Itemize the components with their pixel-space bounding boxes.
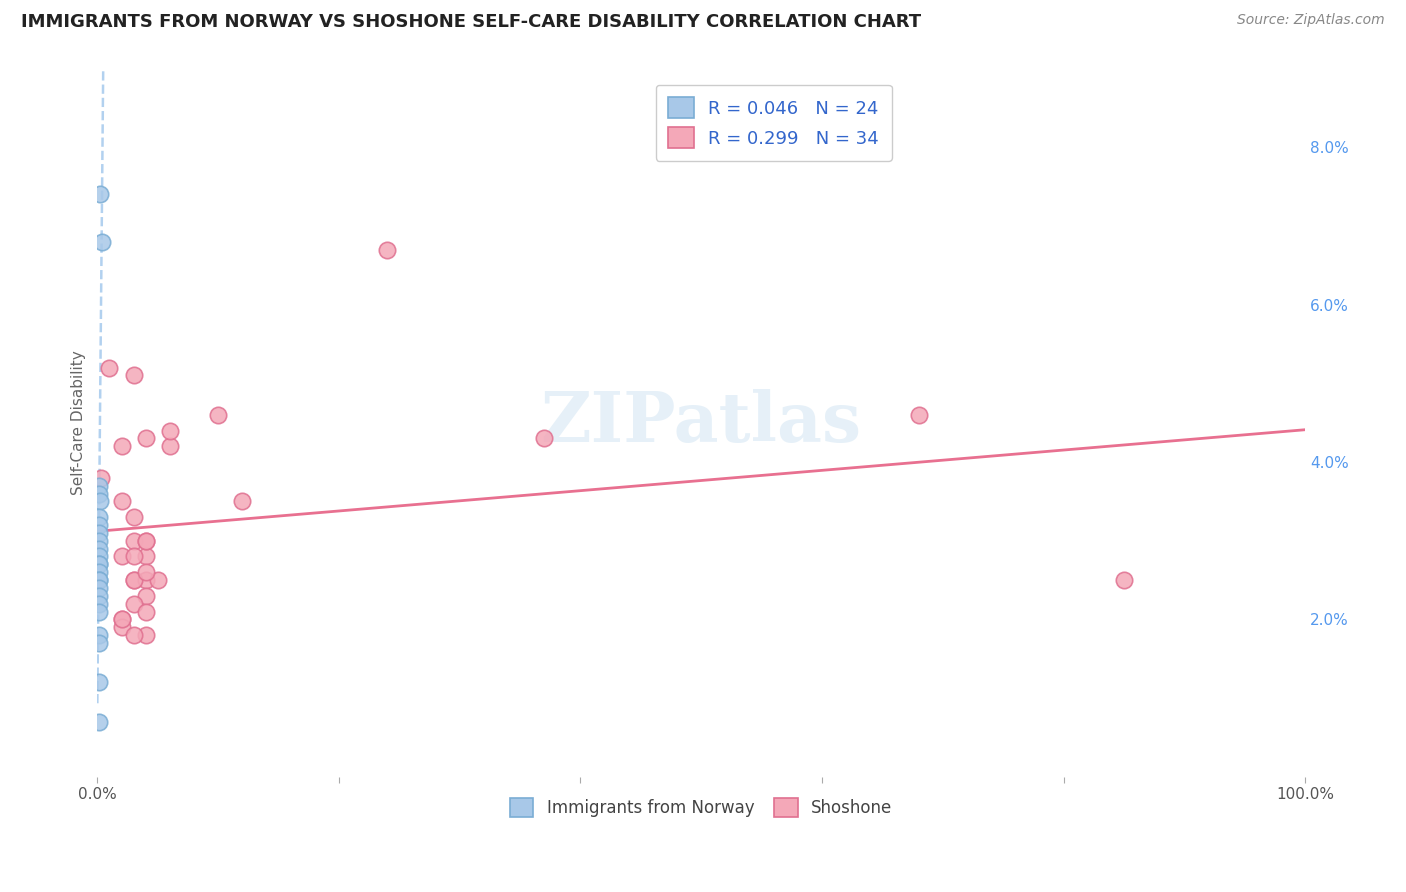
Point (87, 549, 110, 564)
Point (110, 620, 132, 634)
Point (87, 581, 110, 595)
Point (87, 573, 110, 587)
Y-axis label: Self-Care Disability: Self-Care Disability (72, 351, 86, 495)
Point (122, 573, 145, 587)
Point (87, 541, 110, 556)
Point (110, 612, 132, 626)
Point (135, 589, 157, 603)
Point (87, 510, 110, 524)
Text: ZIPatlas: ZIPatlas (541, 389, 862, 456)
Point (87, 605, 110, 619)
Point (122, 628, 145, 642)
Point (87, 558, 110, 572)
Point (87, 566, 110, 580)
Point (87, 533, 110, 548)
Point (110, 494, 132, 508)
Point (159, 424, 181, 438)
Point (87, 675, 110, 690)
Point (122, 597, 145, 611)
Point (907, 408, 929, 422)
Point (110, 612, 132, 626)
Point (135, 628, 157, 642)
Point (89, 494, 111, 508)
Point (146, 573, 169, 587)
Point (135, 566, 157, 580)
Point (110, 549, 132, 564)
Point (533, 432, 555, 446)
Point (89, 187, 111, 202)
Point (1112, 573, 1135, 587)
Point (122, 549, 145, 564)
Point (87, 636, 110, 650)
Point (122, 510, 145, 524)
Point (122, 573, 145, 587)
Point (87, 525, 110, 540)
Point (87, 573, 110, 587)
Point (87, 589, 110, 603)
Point (87, 558, 110, 572)
Point (135, 573, 157, 587)
Point (135, 432, 157, 446)
Point (87, 597, 110, 611)
Point (159, 439, 181, 453)
Point (87, 628, 110, 642)
Point (87, 478, 110, 492)
Point (122, 533, 145, 548)
Point (87, 486, 110, 500)
Point (135, 549, 157, 564)
Point (87, 714, 110, 729)
Point (135, 533, 157, 548)
Point (135, 533, 157, 548)
Point (231, 494, 253, 508)
Point (375, 243, 398, 257)
Text: IMMIGRANTS FROM NORWAY VS SHOSHONE SELF-CARE DISABILITY CORRELATION CHART: IMMIGRANTS FROM NORWAY VS SHOSHONE SELF-… (21, 13, 921, 31)
Point (90, 471, 112, 485)
Point (98, 360, 121, 375)
Point (135, 605, 157, 619)
Point (87, 518, 110, 533)
Point (207, 408, 229, 422)
Point (122, 368, 145, 383)
Point (91, 235, 114, 249)
Point (110, 439, 132, 453)
Legend: Immigrants from Norway, Shoshone: Immigrants from Norway, Shoshone (502, 789, 901, 825)
Text: Source: ZipAtlas.com: Source: ZipAtlas.com (1237, 13, 1385, 28)
